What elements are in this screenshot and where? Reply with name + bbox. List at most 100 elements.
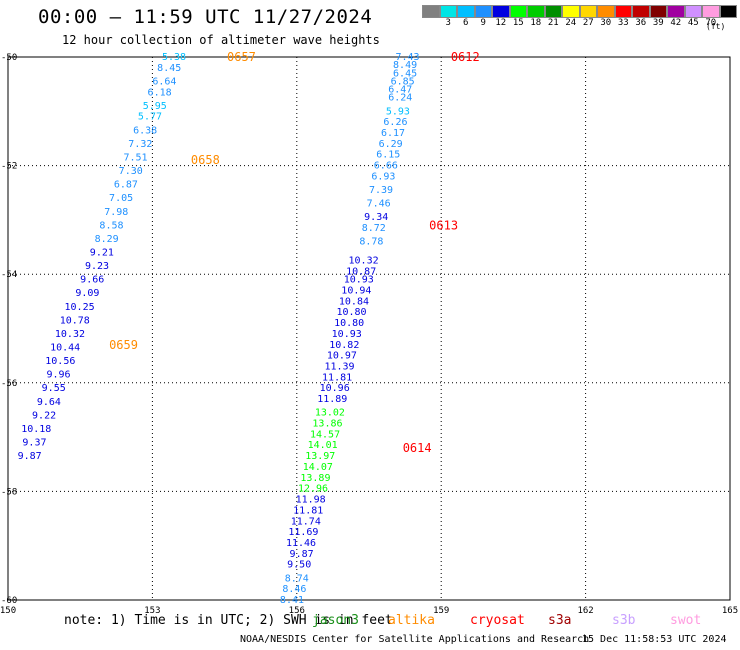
swh-data-label: 9.50: [287, 560, 311, 571]
chart-title: 00:00 – 11:59 UTC 11/27/2024: [38, 6, 373, 28]
swh-data-label: 11.89: [317, 394, 347, 405]
pass-time-label: 0614: [403, 441, 432, 455]
swh-data-label: 13.86: [312, 419, 342, 430]
swh-data-label: 9.66: [80, 275, 104, 286]
swh-data-label: 6.87: [114, 180, 138, 191]
mission-jason3: jason3: [312, 613, 359, 628]
swh-data-label: 10.18: [21, 424, 51, 435]
swh-data-label: 11.81: [322, 372, 352, 383]
swh-data-label: 10.93: [344, 275, 374, 286]
swh-data-label: 6.85: [391, 76, 415, 87]
mission-s3b: s3b: [612, 613, 636, 628]
x-tick-label: 165: [722, 606, 738, 616]
swh-data-label: 9.37: [22, 438, 46, 449]
plot-frame: [7, 56, 731, 601]
legend-swatch: [527, 5, 545, 18]
swh-data-label: 10.87: [346, 266, 376, 277]
swh-data-label: 10.82: [329, 340, 359, 351]
swh-data-label: 9.22: [32, 410, 56, 421]
swh-data-label: 10.96: [320, 383, 350, 394]
swh-data-label: 8.74: [285, 573, 309, 584]
pass-time-label: 0613: [429, 218, 458, 232]
pass-time-label: 0659: [109, 338, 138, 352]
legend-swatch: [457, 5, 475, 18]
swh-data-label: 11.98: [296, 495, 326, 506]
legend-units: (ft): [706, 22, 726, 31]
swh-data-label: 6.64: [152, 76, 176, 87]
swh-data-label: 7.39: [369, 185, 393, 196]
swh-data-label: 8.49: [393, 60, 417, 71]
x-tick-label: 153: [144, 606, 160, 616]
generated-timestamp: 15 Dec 11:58:53 UTC 2024: [582, 634, 727, 645]
legend-label: 6: [463, 18, 469, 28]
swh-data-label: 9.87: [290, 549, 314, 560]
swh-data-label: 6.66: [374, 161, 398, 172]
swh-data-label: 9.87: [18, 451, 42, 462]
swh-data-label: 6.29: [379, 139, 403, 150]
legend-swatch: [422, 5, 440, 18]
mission-altika: altika: [388, 613, 435, 628]
x-tick-label: 159: [433, 606, 449, 616]
legend-swatch: [474, 5, 492, 18]
swh-data-label: 7.46: [367, 199, 391, 210]
swh-data-label: 8.78: [359, 237, 383, 248]
legend-swatch: [509, 5, 527, 18]
swh-data-label: 11.46: [286, 538, 316, 549]
x-tick-label: 156: [289, 606, 305, 616]
swh-data-label: 5.77: [138, 112, 162, 123]
swh-data-label: 9.09: [75, 288, 99, 299]
swh-data-label: 13.97: [305, 451, 335, 462]
swh-data-label: 8.29: [95, 234, 119, 245]
legend-swatch: [439, 5, 457, 18]
color-legend: 3 6 9 12 15 18 21 24 27 30 33 36 39 42 45 70: [422, 5, 737, 28]
legend-label: 21: [547, 18, 559, 28]
swh-data-label: 7.32: [128, 139, 152, 150]
legend-label: 24: [565, 18, 577, 28]
swh-data-label: 10.80: [334, 318, 364, 329]
swh-data-label: 14.07: [303, 462, 333, 473]
swh-data-label: 10.80: [336, 307, 366, 318]
legend-swatch: [702, 5, 720, 18]
swh-data-label: 10.84: [339, 296, 369, 307]
swh-data-label: 11.39: [324, 362, 354, 373]
swh-data-label: 10.32: [349, 256, 379, 267]
y-tick-label: -52: [1, 162, 17, 172]
swh-data-label: 7.51: [123, 152, 147, 163]
pass-time-label: 0657: [227, 50, 256, 64]
mission-swot: swot: [670, 613, 702, 628]
swh-data-label: 5.38: [162, 52, 186, 63]
footer-note: note: 1) Time is in UTC; 2) SWH is in fe…: [64, 613, 393, 628]
legend-swatch: [667, 5, 685, 18]
swh-data-label: 9.34: [364, 212, 388, 223]
swh-data-label: 9.55: [42, 383, 66, 394]
swh-data-label: 8.72: [362, 223, 386, 234]
legend-swatches: [422, 5, 737, 18]
x-tick-label: 150: [0, 606, 16, 616]
swh-data-label: 9.96: [46, 370, 70, 381]
legend-label: 36: [635, 18, 647, 28]
swh-data-label: 14.01: [308, 440, 338, 451]
legend-label: 33: [617, 18, 629, 28]
swh-data-label: 6.47: [388, 85, 412, 96]
y-tick-label: -50: [1, 53, 17, 63]
swh-data-label: 8.41: [280, 595, 304, 606]
chart-subtitle: 12 hour collection of altimeter wave hei…: [62, 33, 380, 47]
swh-data-label: 10.97: [327, 351, 357, 362]
credit-line: NOAA/NESDIS Center for Satellite Applica…: [240, 634, 590, 645]
swh-data-label: 6.24: [388, 93, 412, 104]
swh-data-label: 6.26: [383, 117, 407, 128]
swh-data-label: 9.21: [90, 247, 114, 258]
swh-data-label: 7.30: [119, 166, 143, 177]
legend-label: 18: [530, 18, 542, 28]
swh-data-label: 8.46: [282, 584, 306, 595]
swh-data-label: 10.78: [60, 315, 90, 326]
legend-label: 3: [445, 18, 451, 28]
y-tick-label: -60: [1, 596, 17, 606]
legend-swatch: [562, 5, 580, 18]
legend-label: 70: [705, 18, 717, 28]
x-tick-label: 162: [577, 606, 593, 616]
swh-data-label: 10.94: [341, 285, 371, 296]
legend-swatch: [684, 5, 702, 18]
mission-s3a: s3a: [548, 613, 572, 628]
